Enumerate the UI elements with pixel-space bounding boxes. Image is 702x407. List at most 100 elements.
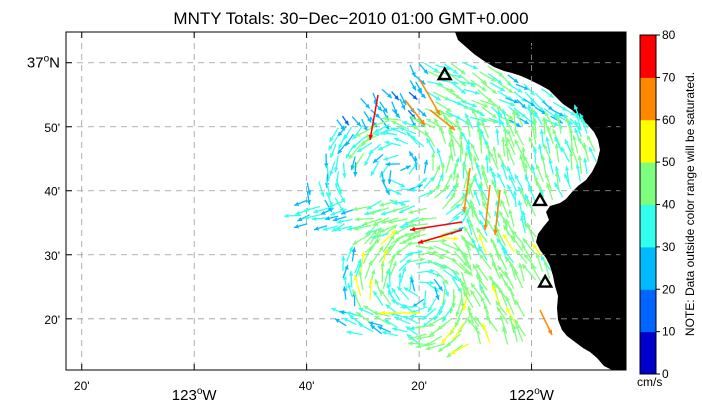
colorbar-tick-labels: 0 10 20 30 40 50 60 70 80: [656, 28, 676, 381]
current-vector: [506, 166, 516, 183]
current-vector: [499, 119, 509, 135]
colorbar-band: [640, 35, 656, 78]
vector-head: [325, 216, 330, 221]
current-vector: [382, 116, 402, 121]
vector-head: [504, 141, 509, 146]
current-vector: [425, 238, 447, 243]
vector-head: [496, 109, 502, 115]
vector-head: [438, 286, 443, 291]
vector-head: [481, 164, 486, 170]
vector-head: [534, 110, 539, 116]
current-vector: [313, 207, 328, 214]
vector-head: [368, 321, 374, 326]
current-vector: [554, 143, 560, 163]
vector-head: [478, 134, 483, 140]
vector-head: [357, 262, 362, 268]
current-vector: [554, 171, 560, 191]
current-vector: [423, 176, 435, 189]
vector-head: [409, 151, 414, 157]
current-vector: [513, 270, 524, 289]
current-vector: [342, 286, 347, 300]
current-vector-strong: [462, 167, 471, 213]
vector-shaft: [463, 167, 471, 213]
current-vector: [450, 74, 467, 87]
vector-head: [383, 156, 389, 161]
vector-head: [450, 350, 456, 355]
vector-head: [347, 226, 353, 231]
current-vector: [364, 151, 373, 167]
vector-head: [455, 204, 461, 209]
current-vector: [548, 158, 554, 175]
current-vector: [514, 173, 524, 191]
vector-head: [512, 324, 517, 330]
current-vector: [527, 104, 533, 121]
vector-head: [409, 274, 414, 280]
vector-head: [583, 157, 588, 163]
vector-head: [385, 304, 391, 309]
current-vector: [508, 175, 518, 192]
vector-head: [509, 175, 513, 181]
vector-head: [413, 156, 418, 161]
vector-head: [374, 131, 379, 137]
vector-head: [565, 117, 570, 123]
vector-head: [548, 105, 553, 111]
y-tick-label: 37oN: [27, 54, 60, 72]
current-vector: [372, 290, 384, 306]
current-vector: [502, 326, 509, 345]
vector-head: [478, 184, 483, 190]
current-vector: [441, 307, 453, 323]
vector-head: [369, 210, 375, 215]
current-vector: [556, 115, 562, 134]
vector-head: [395, 113, 400, 118]
vector-head: [352, 143, 357, 149]
vector-head: [382, 116, 387, 121]
current-vector: [324, 215, 339, 221]
vector-head: [575, 164, 581, 169]
vector-head: [391, 121, 397, 125]
vector-head: [504, 270, 509, 276]
current-vector: [374, 315, 391, 326]
vector-head: [391, 230, 396, 236]
vector-head: [421, 112, 427, 117]
current-vector: [512, 190, 518, 207]
vector-head: [552, 129, 557, 134]
vector-head: [480, 288, 485, 294]
vector-head: [441, 338, 447, 344]
current-vector: [498, 287, 508, 307]
vector-head: [474, 325, 479, 331]
current-vector: [351, 116, 362, 127]
vector-head: [444, 291, 449, 297]
vector-head: [426, 138, 431, 143]
vector-head: [374, 279, 379, 285]
vector-head: [364, 161, 369, 166]
current-vector: [391, 108, 401, 119]
current-vector: [426, 137, 436, 154]
current-vector: [293, 199, 308, 207]
vector-head: [444, 185, 450, 190]
vector-head: [448, 130, 454, 136]
current-vector: [468, 151, 474, 171]
current-vector: [409, 115, 427, 128]
current-vector: [336, 187, 346, 203]
current-vector: [334, 155, 339, 173]
current-vector: [433, 117, 445, 135]
vector-head: [418, 239, 424, 244]
current-vector: [431, 152, 436, 171]
vector-head: [426, 118, 432, 123]
vector-head: [434, 315, 439, 321]
current-vector: [460, 280, 471, 297]
vector-head: [356, 312, 362, 317]
vector-head: [465, 144, 471, 150]
vector-head: [510, 102, 515, 107]
current-vector: [355, 126, 374, 138]
current-vector: [436, 83, 455, 93]
current-vector: [564, 165, 570, 184]
current-vector: [450, 137, 456, 157]
vector-head: [458, 134, 464, 140]
current-vector: [479, 219, 488, 237]
current-vector: [497, 107, 514, 121]
vector-head: [478, 234, 483, 240]
vector-head: [514, 270, 519, 276]
vector-head: [491, 285, 496, 291]
vector-head: [523, 163, 529, 168]
